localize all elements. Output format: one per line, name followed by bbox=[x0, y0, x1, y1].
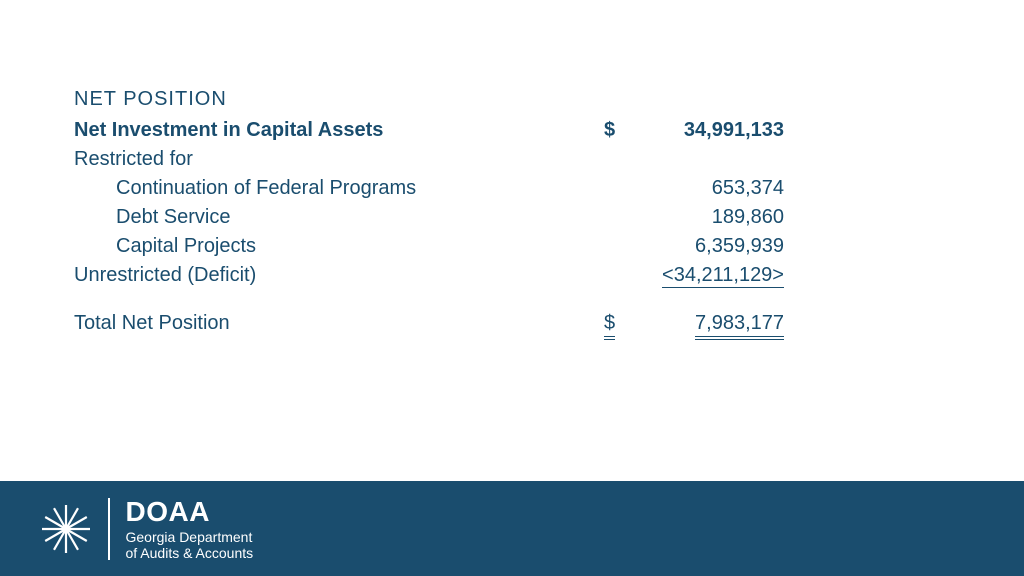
footer-logo-group: DOAA Georgia Department of Audits & Acco… bbox=[40, 496, 253, 560]
doaa-radial-icon bbox=[40, 503, 92, 555]
table-row: Debt Service 189,860 bbox=[74, 206, 950, 229]
table-row: Capital Projects 6,359,939 bbox=[74, 235, 950, 258]
footer-line2: of Audits & Accounts bbox=[126, 545, 254, 561]
row-label: Continuation of Federal Programs bbox=[74, 177, 604, 200]
row-amount: 189,860 bbox=[634, 206, 784, 229]
footer-divider bbox=[108, 498, 110, 560]
row-label: Unrestricted (Deficit) bbox=[74, 264, 604, 287]
row-amount: 34,991,133 bbox=[634, 119, 784, 142]
row-label: Restricted for bbox=[74, 148, 604, 171]
total-label: Total Net Position bbox=[74, 312, 604, 335]
footer-line1: Georgia Department bbox=[126, 529, 254, 545]
total-row: Total Net Position $ 7,983,177 bbox=[74, 312, 950, 340]
section-header: NET POSITION bbox=[74, 88, 950, 111]
row-label: Capital Projects bbox=[74, 235, 604, 258]
row-currency: $ bbox=[604, 119, 634, 142]
spacer bbox=[74, 294, 950, 312]
row-label: Net Investment in Capital Assets bbox=[74, 119, 604, 142]
row-amount: 653,374 bbox=[634, 177, 784, 200]
table-row: Unrestricted (Deficit) <34,211,129> bbox=[74, 264, 950, 288]
table-row: Continuation of Federal Programs 653,374 bbox=[74, 177, 950, 200]
total-amount: 7,983,177 bbox=[695, 312, 784, 340]
row-amount: <34,211,129> bbox=[662, 264, 784, 288]
total-currency: $ bbox=[604, 312, 615, 340]
row-amount-cell: <34,211,129> bbox=[634, 264, 784, 288]
financial-table: NET POSITION Net Investment in Capital A… bbox=[0, 0, 1024, 340]
total-currency-cell: $ bbox=[604, 312, 634, 340]
table-row: Net Investment in Capital Assets $ 34,99… bbox=[74, 119, 950, 142]
footer-bar: DOAA Georgia Department of Audits & Acco… bbox=[0, 481, 1024, 576]
footer-acronym: DOAA bbox=[126, 496, 254, 528]
total-amount-cell: 7,983,177 bbox=[634, 312, 784, 340]
row-label: Debt Service bbox=[74, 206, 604, 229]
row-amount: 6,359,939 bbox=[634, 235, 784, 258]
table-row: Restricted for bbox=[74, 148, 950, 171]
footer-text-block: DOAA Georgia Department of Audits & Acco… bbox=[126, 496, 254, 560]
